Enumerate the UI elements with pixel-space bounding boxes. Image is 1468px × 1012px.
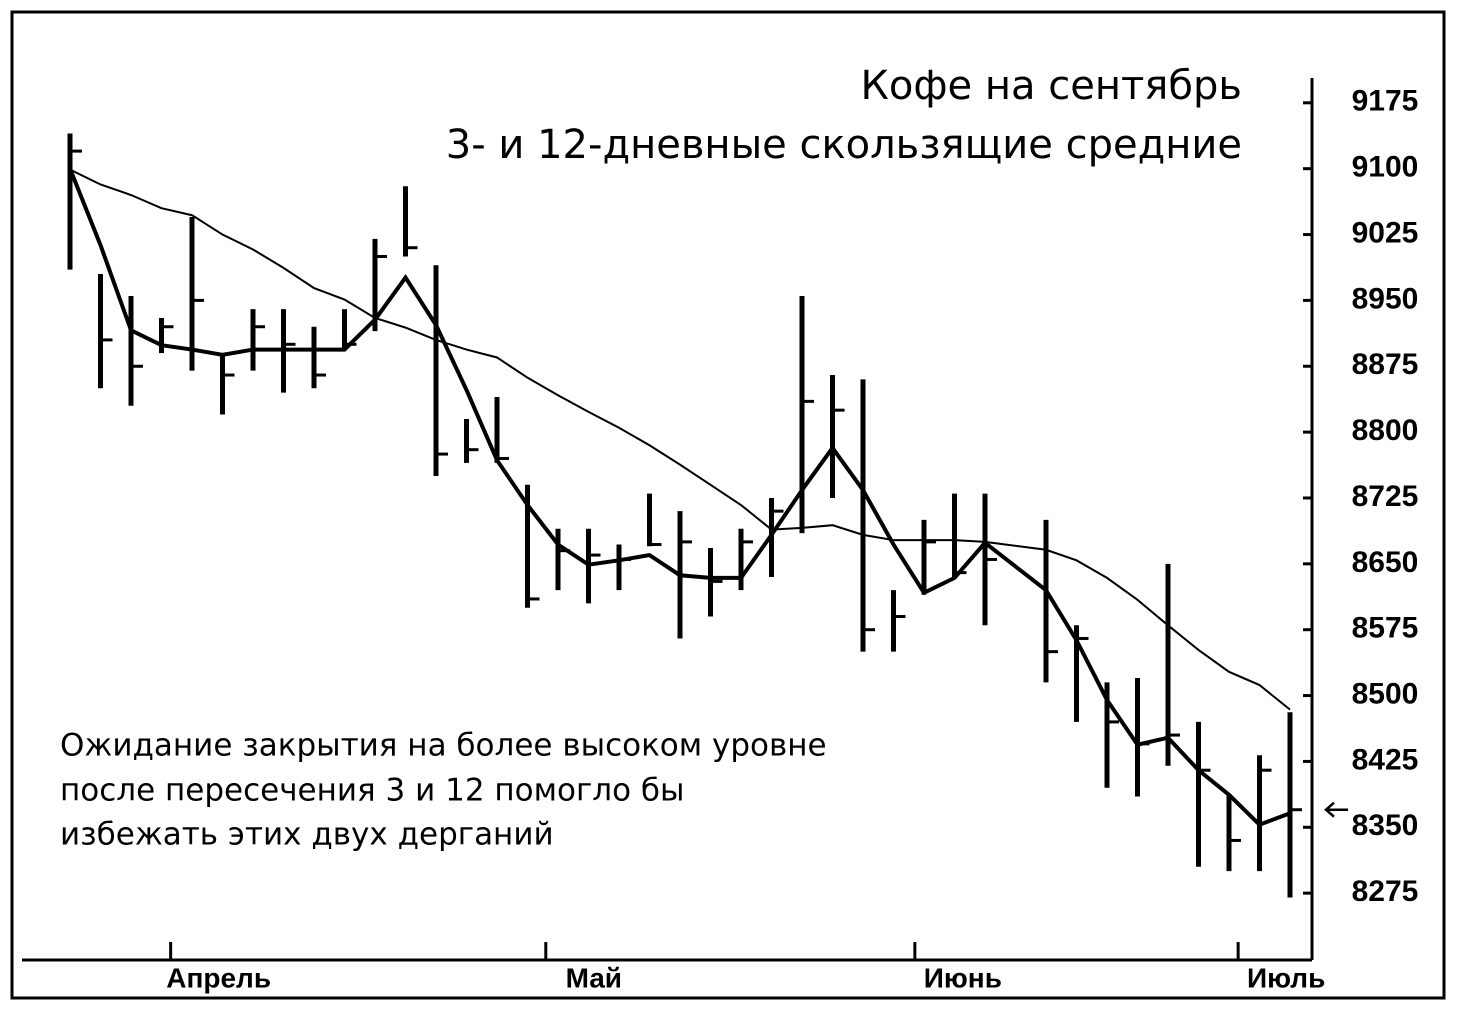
y-tick-label: 8575	[1352, 612, 1419, 645]
y-tick-label: 8650	[1352, 546, 1419, 579]
frame	[10, 10, 1446, 1000]
chart-subtitle: 3- и 12-дневные скользящие средние	[446, 122, 1242, 168]
annotation: избежать этих двух дерганий	[60, 817, 554, 853]
x-tick-label: Июль	[1247, 962, 1325, 993]
x-tick-label: Июнь	[924, 962, 1002, 993]
y-tick-label: 9100	[1352, 151, 1419, 184]
moving-average	[69, 168, 1291, 711]
y-tick-label: 9025	[1352, 216, 1419, 249]
y-tick-label: 8500	[1352, 677, 1419, 710]
annotation: после пересечения 3 и 12 помогло бы	[60, 773, 685, 809]
y-tick-label: 8800	[1352, 414, 1419, 447]
x-tick-label: Май	[566, 962, 622, 993]
x-tick-label: Апрель	[166, 962, 271, 993]
y-tick-label: 8950	[1352, 282, 1419, 315]
last-price-arrow	[1324, 801, 1348, 818]
y-tick-label: 8350	[1352, 809, 1419, 842]
moving-average	[68, 167, 1291, 827]
y-tick-label: 8425	[1352, 743, 1419, 776]
y-tick-label: 8275	[1352, 875, 1419, 908]
y-tick-label: 8875	[1352, 348, 1419, 381]
annotation: Ожидание закрытия на более высоком уровн…	[60, 728, 827, 764]
chart-title: Кофе на сентябрь	[860, 63, 1242, 109]
y-tick-label: 8725	[1352, 480, 1419, 513]
y-tick-label: 9175	[1352, 85, 1419, 118]
